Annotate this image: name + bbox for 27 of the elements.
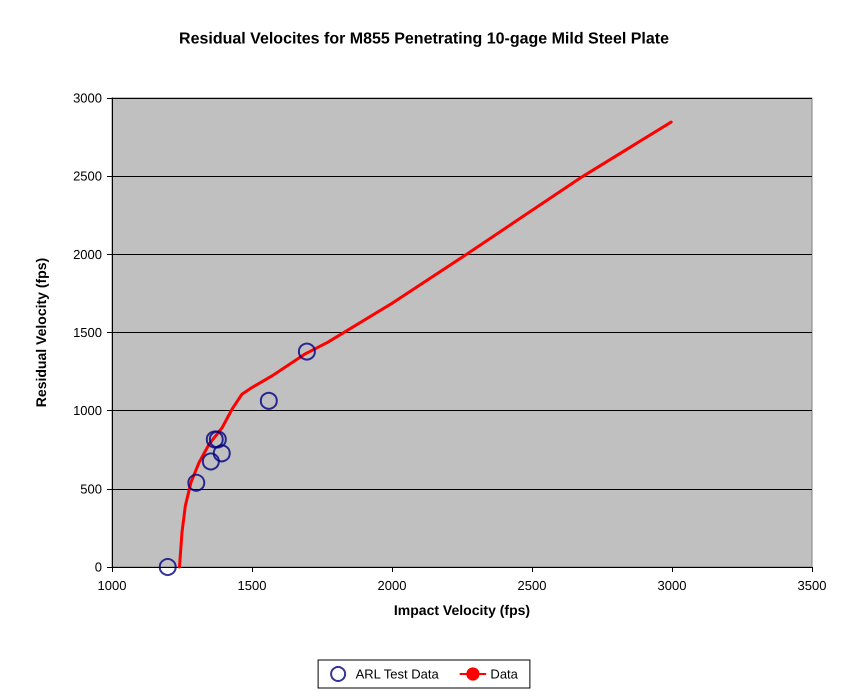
legend-label: ARL Test Data [356,666,440,682]
chart-title: Residual Velocites for M855 Penetrating 10-gage Mild Steel Plate [179,30,670,48]
x-tick-label: 3000 [658,578,686,593]
point [206,430,224,448]
x-axis-title: Impact Velocity (fps) [394,602,530,618]
point [187,474,206,492]
x-tick-label: 3500 [798,578,826,593]
y-tick-label: 0 [94,560,102,574]
y-tick-label: 1000 [73,403,102,418]
point [212,444,231,462]
y-tick-label: 1500 [73,325,102,340]
y-tick-label: 500 [80,481,102,496]
point [208,430,227,448]
y-tick-label: 2500 [73,168,102,184]
line-series [178,120,673,568]
point [298,342,316,361]
x-tick-label: 1500 [238,578,266,593]
point [202,452,220,470]
x-tick-label: 1000 [98,578,126,593]
y-tick-label: 2000 [73,246,102,262]
y-axis-title: Residual Velocity (fps) [33,258,49,408]
y-tick-label: 3000 [73,90,102,106]
x-tick-label: 2500 [518,578,546,593]
point [158,558,177,576]
point [260,392,278,410]
x-tick-label: 2000 [378,578,406,593]
legend-label: Data [490,666,519,682]
